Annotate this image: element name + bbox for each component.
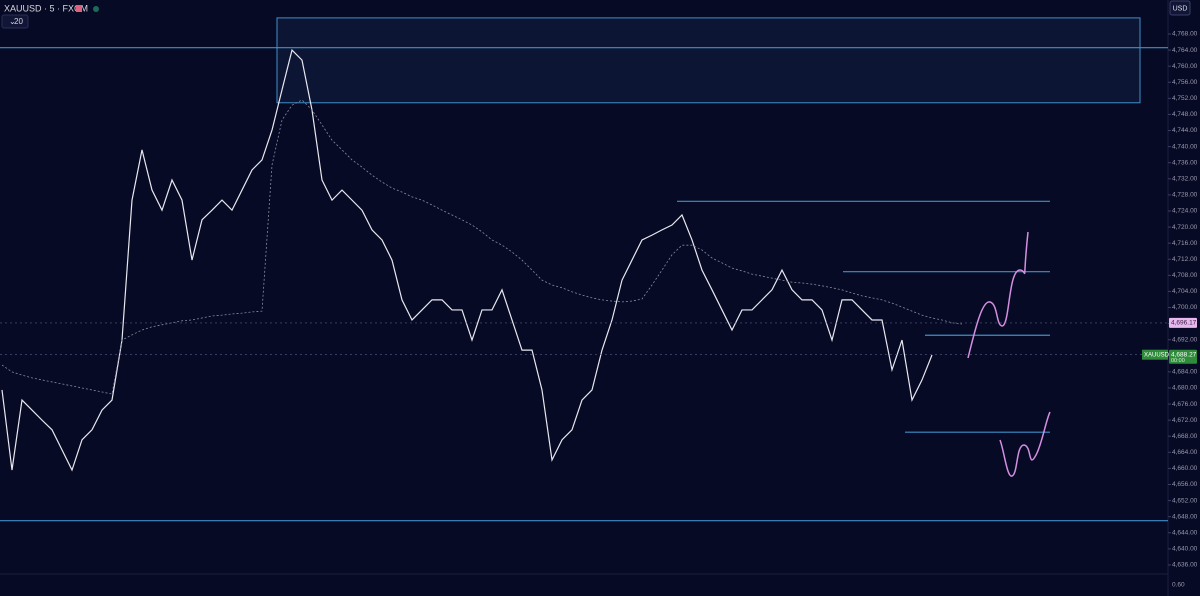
y-tick-label: 4,752.00: [1172, 95, 1198, 102]
y-tick-label: 4,672.00: [1172, 417, 1198, 424]
y-tick-label: 4,652.00: [1172, 497, 1198, 504]
y-tick-label: 4,744.00: [1172, 127, 1198, 134]
currency-label: USD: [1173, 5, 1188, 12]
lower-pane-tick: 0.60: [1172, 582, 1185, 589]
y-tick-label: 4,676.00: [1172, 401, 1198, 408]
y-tick-label: 4,700.00: [1172, 304, 1198, 311]
y-tick-label: 4,748.00: [1172, 111, 1198, 118]
y-tick-label: 4,656.00: [1172, 481, 1198, 488]
y-tick-label: 4,740.00: [1172, 143, 1198, 150]
y-tick-label: 4,640.00: [1172, 546, 1198, 553]
symbol-tag: [1142, 349, 1168, 360]
y-tick-label: 4,664.00: [1172, 449, 1198, 456]
status-dot: [93, 6, 99, 12]
symbol-tag-label: XAUUSD: [1144, 352, 1170, 358]
price-line: [1, 48, 933, 472]
y-tick-label: 4,732.00: [1172, 176, 1198, 183]
collapse-button[interactable]: [1, 14, 29, 29]
y-tick-label: 4,660.00: [1172, 465, 1198, 472]
y-tick-label: 4,712.00: [1172, 256, 1198, 263]
price-tag-label: 4,696.17: [1171, 320, 1197, 327]
y-tick-label: 4,736.00: [1172, 159, 1198, 166]
y-tick-label: 4,704.00: [1172, 288, 1198, 295]
y-tick-label: 4,768.00: [1172, 31, 1198, 38]
y-tick-label: 4,756.00: [1172, 79, 1198, 86]
y-tick-label: 4,724.00: [1172, 208, 1198, 215]
symbol-title: XAUUSD · 5 · FXCM: [4, 3, 88, 13]
price-tag: [1169, 349, 1197, 364]
y-tick-label: 4,728.00: [1172, 192, 1198, 199]
collapse-label: ⌄: [9, 17, 16, 26]
y-tick-label: 4,720.00: [1172, 224, 1198, 231]
y-tick-label: 4,708.00: [1172, 272, 1198, 279]
y-tick-label: 4,648.00: [1172, 513, 1198, 520]
flag-icon: [76, 5, 82, 12]
y-tick-label: 4,760.00: [1172, 63, 1198, 70]
y-tick-label: 4,692.00: [1172, 336, 1198, 343]
y-tick-label: 4,644.00: [1172, 529, 1198, 536]
y-tick-label: 4,684.00: [1172, 369, 1198, 376]
supply-zone: [276, 17, 1141, 104]
price-tag-time: 00:00: [1171, 358, 1185, 364]
price-tag-label: 4,688.27: [1171, 351, 1197, 358]
projection-path: [999, 411, 1051, 477]
projection-path: [967, 231, 1029, 359]
currency-button[interactable]: [1169, 0, 1191, 16]
y-tick-label: 4,716.00: [1172, 240, 1198, 247]
plot: [0, 17, 1168, 522]
y-tick-label: 4,636.00: [1172, 562, 1198, 569]
y-tick-label: 4,680.00: [1172, 385, 1198, 392]
price-line: [1, 99, 963, 395]
y-tick-label: 4,668.00: [1172, 433, 1198, 440]
price-tag: [1169, 317, 1197, 328]
y-tick-label: 4,764.00: [1172, 47, 1198, 54]
collapse-count: 20: [14, 17, 23, 26]
